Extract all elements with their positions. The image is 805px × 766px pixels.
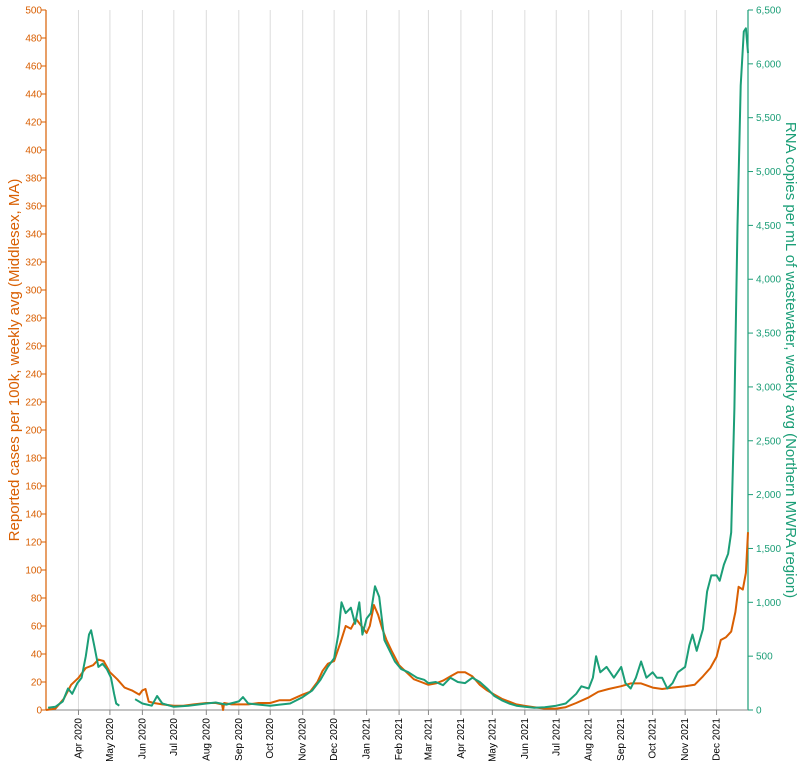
x-tick-label: Jul 2020	[169, 718, 180, 756]
y-right-tick-label: 6,500	[756, 6, 781, 17]
y-left-tick-label: 0	[36, 706, 42, 717]
y-left-tick-label: 480	[25, 34, 42, 45]
x-tick-label: Apr 2020	[73, 718, 84, 759]
axis-labels: Apr 2020 May 2020 Jun 2020 Jul 2020 Aug 2020…	[25, 6, 781, 762]
x-tick-label: Nov 2021	[680, 718, 691, 761]
y-right-tick-label: 5,000	[756, 167, 781, 178]
y-left-tick-label: 400	[25, 146, 42, 157]
y-right-tick-label: 3,000	[756, 382, 781, 393]
axes	[41, 9, 753, 715]
y-left-tick-label: 200	[25, 426, 42, 437]
y-left-tick-label: 220	[25, 398, 42, 409]
y-left-tick-label: 240	[25, 370, 42, 381]
x-tick-label: Jan 2021	[362, 718, 373, 760]
y-left-tick-label: 260	[25, 342, 42, 353]
x-tick-label: Aug 2021	[584, 718, 595, 761]
y-right-tick-label: 6,000	[756, 59, 781, 70]
y-axis-right-title: RNA copies per mL of wastewater, weekly …	[782, 122, 799, 598]
y-left-tick-label: 360	[25, 202, 42, 213]
x-tick-label: Sep 2020	[234, 718, 245, 761]
y-axis-left-title: Reported cases per 100k, weekly avg (Mid…	[6, 179, 23, 542]
y-left-tick-label: 380	[25, 174, 42, 185]
y-right-tick-label: 500	[756, 652, 773, 663]
y-left-tick-label: 140	[25, 510, 42, 521]
y-right-tick-label: 3,500	[756, 329, 781, 340]
x-tick-label: Jun 2020	[137, 718, 148, 760]
x-tick-label: Mar 2021	[423, 718, 434, 761]
x-tick-label: Oct 2020	[265, 718, 276, 759]
x-tick-label: Aug 2020	[201, 718, 212, 761]
x-tick-label: Jun 2021	[520, 718, 531, 760]
y-left-tick-label: 20	[31, 678, 43, 689]
y-left-tick-label: 180	[25, 454, 42, 465]
y-right-tick-label: 0	[756, 706, 762, 717]
y-left-tick-label: 280	[25, 314, 42, 325]
x-tick-label: Dec 2021	[712, 718, 723, 761]
y-left-tick-label: 100	[25, 566, 42, 577]
y-right-tick-label: 1,500	[756, 544, 781, 555]
y-right-tick-label: 4,500	[756, 221, 781, 232]
x-tick-label: Jul 2021	[551, 718, 562, 756]
x-tick-label: May 2021	[487, 718, 498, 762]
x-tick-label: May 2020	[105, 718, 116, 762]
y-right-tick-label: 5,500	[756, 113, 781, 124]
y-left-tick-label: 40	[31, 650, 43, 661]
y-left-tick-label: 300	[25, 286, 42, 297]
y-right-tick-label: 2,000	[756, 490, 781, 501]
x-tick-label: Sep 2021	[616, 718, 627, 761]
wastewater-series-line	[47, 27, 749, 709]
x-tick-label: Nov 2020	[298, 718, 309, 761]
y-right-tick-label: 1,000	[756, 598, 781, 609]
x-tick-label: Dec 2020	[329, 718, 340, 761]
y-left-tick-label: 160	[25, 482, 42, 493]
y-left-tick-label: 340	[25, 230, 42, 241]
gridlines	[77, 10, 718, 710]
series-lines	[45, 27, 749, 711]
x-tick-label: Apr 2021	[456, 718, 467, 759]
y-left-tick-label: 460	[25, 62, 42, 73]
y-left-tick-label: 500	[25, 6, 42, 17]
y-left-tick-label: 80	[31, 594, 43, 605]
y-left-tick-label: 60	[31, 622, 43, 633]
cases-series-line	[45, 532, 749, 711]
y-left-tick-label: 120	[25, 538, 42, 549]
y-right-tick-label: 4,000	[756, 275, 781, 286]
y-left-tick-label: 420	[25, 118, 42, 129]
y-right-tick-label: 2,500	[756, 436, 781, 447]
x-tick-label: Feb 2021	[394, 718, 405, 761]
x-tick-label: Oct 2021	[648, 718, 659, 759]
y-left-tick-label: 320	[25, 258, 42, 269]
y-left-tick-label: 440	[25, 90, 42, 101]
